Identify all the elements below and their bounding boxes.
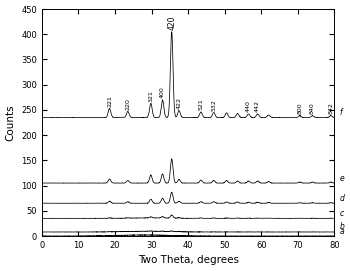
Text: 400: 400	[160, 86, 165, 98]
Text: 840: 840	[310, 102, 315, 114]
Text: 800: 800	[297, 103, 302, 114]
X-axis label: Two Theta, degrees: Two Theta, degrees	[138, 256, 239, 265]
Text: e: e	[340, 173, 345, 183]
Text: 842: 842	[328, 102, 333, 114]
Text: 532: 532	[211, 99, 216, 111]
Text: c: c	[340, 209, 344, 218]
Text: b: b	[340, 222, 345, 231]
Y-axis label: Counts: Counts	[6, 104, 15, 141]
Text: d: d	[340, 194, 345, 203]
Text: 442: 442	[255, 101, 260, 112]
Text: a: a	[340, 227, 345, 235]
Text: 221: 221	[107, 95, 112, 107]
Text: 420: 420	[167, 16, 176, 30]
Text: 440: 440	[246, 101, 251, 112]
Text: 220: 220	[125, 98, 130, 110]
Text: f: f	[340, 108, 343, 117]
Text: 521: 521	[198, 99, 203, 111]
Text: 422: 422	[176, 97, 182, 109]
Text: 321: 321	[148, 90, 153, 102]
